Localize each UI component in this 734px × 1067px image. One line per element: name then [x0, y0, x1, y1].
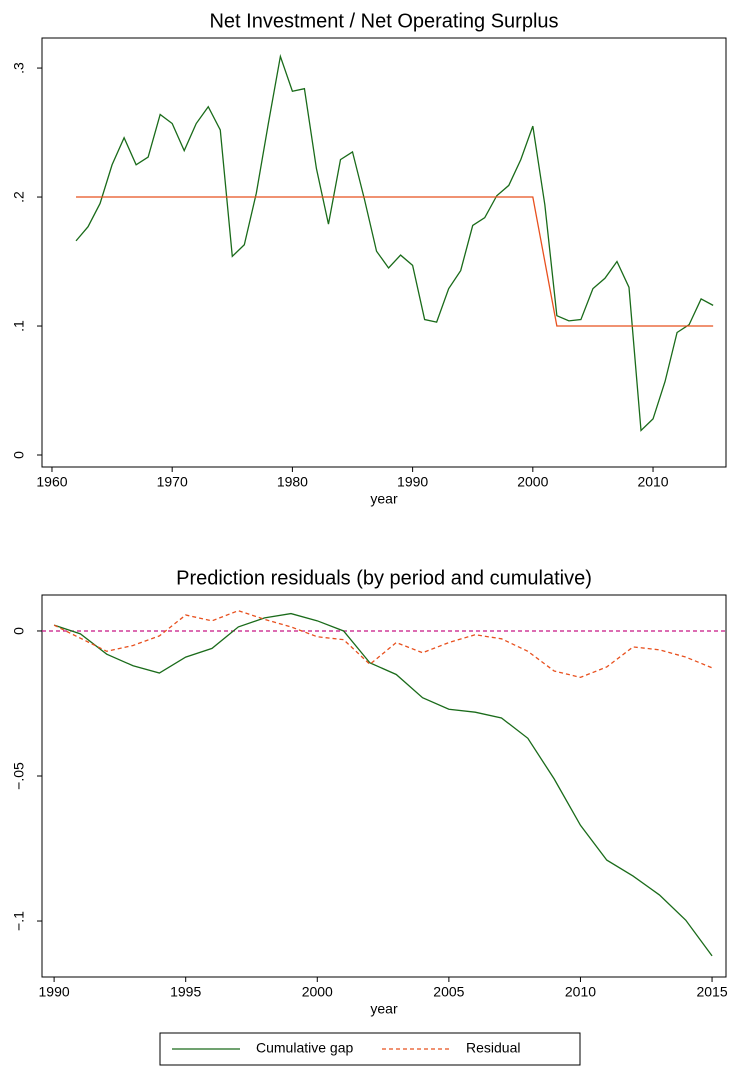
x-axis-label: year [370, 1001, 398, 1017]
x-tick-label: 2000 [517, 474, 548, 490]
x-tick-label: 2005 [433, 984, 464, 1000]
x-tick-label: 2010 [637, 474, 668, 490]
y-tick-label: .1 [11, 320, 27, 332]
line-series [53, 612, 713, 957]
x-tick-label: 1990 [39, 984, 70, 1000]
x-tick-label: 2010 [565, 984, 596, 1000]
x-axis-label: year [370, 491, 398, 507]
legend-label: Residual [466, 1040, 520, 1056]
plot-frame [41, 594, 727, 978]
y-tick-label: −.05 [11, 762, 27, 790]
y-tick-label: −.1 [11, 911, 27, 931]
x-tick-label: 1990 [397, 474, 428, 490]
x-tick-label: 1980 [277, 474, 308, 490]
chart-title: Net Investment / Net Operating Surplus [209, 10, 558, 32]
plot-frame [41, 37, 727, 468]
legend-label: Cumulative gap [256, 1040, 353, 1056]
y-tick-label: 0 [11, 627, 27, 635]
line-series [53, 609, 713, 679]
y-tick-label: .3 [11, 62, 27, 74]
y-tick-label: .2 [11, 191, 27, 203]
x-tick-label: 1970 [157, 474, 188, 490]
x-tick-label: 1995 [170, 984, 201, 1000]
x-tick-label: 1960 [36, 474, 67, 490]
line-series [76, 196, 714, 327]
line-series [75, 53, 714, 432]
x-tick-label: 2015 [696, 984, 727, 1000]
x-tick-label: 2000 [302, 984, 333, 1000]
chart-title: Prediction residuals (by period and cumu… [176, 567, 592, 589]
y-tick-label: 0 [11, 451, 27, 459]
